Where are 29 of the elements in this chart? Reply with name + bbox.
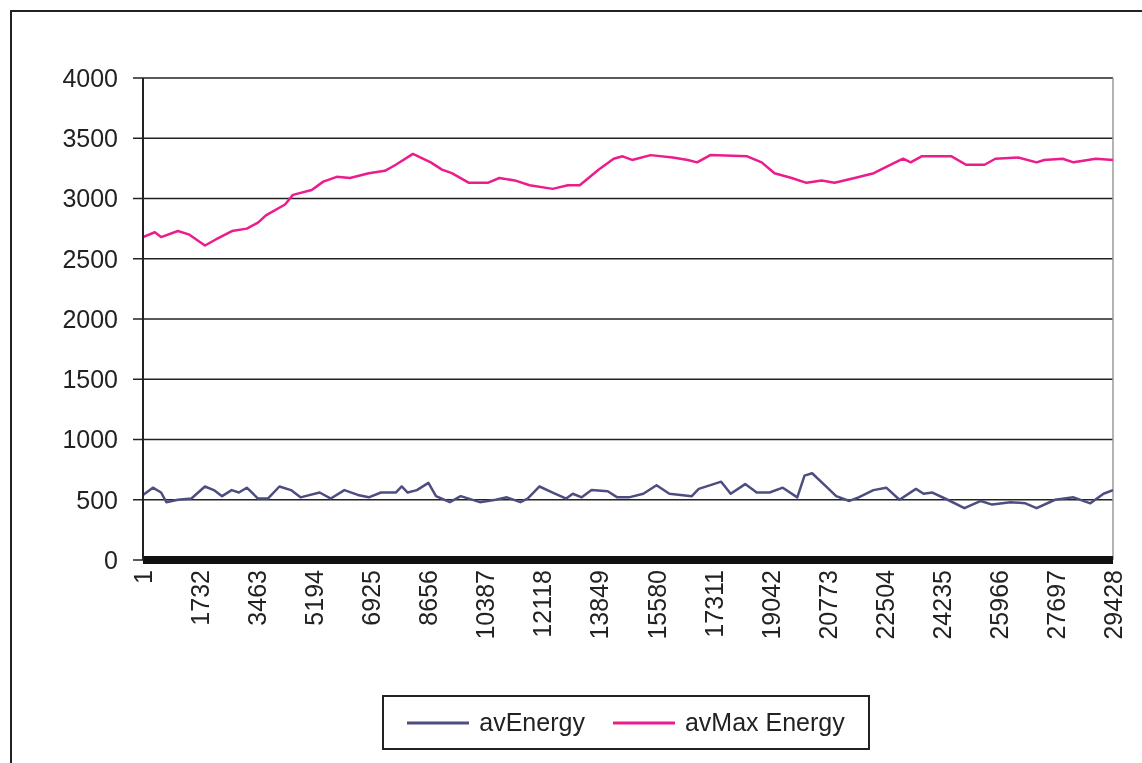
y-tick-label: 3500 xyxy=(62,124,118,153)
x-tick-label: 15580 xyxy=(642,570,671,640)
x-tick-label: 1732 xyxy=(186,570,215,626)
x-tick-label: 25966 xyxy=(984,570,1013,640)
y-tick-label: 4000 xyxy=(62,63,118,92)
x-tick-label: 17311 xyxy=(699,570,728,638)
x-tick-label: 6925 xyxy=(357,570,386,626)
x-tick-label: 20773 xyxy=(813,570,842,640)
x-tick-label: 10387 xyxy=(471,570,500,640)
y-tick-label: 2500 xyxy=(62,244,118,273)
x-tick-label: 19042 xyxy=(756,570,785,640)
x-tick-label: 8656 xyxy=(414,570,443,626)
y-tick-label: 2000 xyxy=(62,304,118,333)
x-tick-label: 5194 xyxy=(300,569,329,626)
x-tick-label: 22504 xyxy=(870,569,899,640)
x-tick-label: 29428 xyxy=(1099,570,1127,640)
y-tick-label: 1500 xyxy=(62,365,118,394)
legend-label: avEnergy xyxy=(479,708,585,737)
x-tick-label: 1 xyxy=(129,570,157,584)
x-tick-label: 27697 xyxy=(1041,570,1070,640)
legend-label: avMax Energy xyxy=(684,708,845,737)
y-tick-label: 3000 xyxy=(62,184,118,213)
y-tick-label: 500 xyxy=(76,485,118,514)
x-tick-label: 3463 xyxy=(243,570,272,626)
x-tick-label: 24235 xyxy=(927,570,956,640)
y-tick-label: 0 xyxy=(104,545,118,574)
x-tick-label: 13849 xyxy=(585,570,614,640)
x-tick-label: 12118 xyxy=(528,570,557,638)
y-tick-label: 1000 xyxy=(62,425,118,454)
